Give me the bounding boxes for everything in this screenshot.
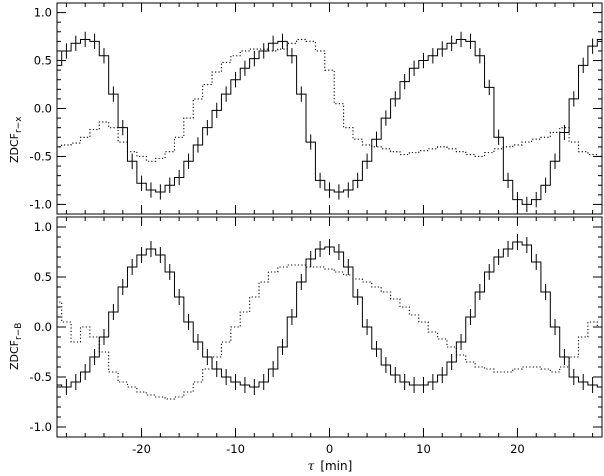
panel-bottom-y-axis-label: ZDCFr−B [8,323,24,370]
x-tick-label: -20 [132,442,151,456]
series-clip [57,31,602,213]
y-tick-label: -1.0 [30,420,52,434]
panel-top-series [57,31,602,213]
x-tick-label: 10 [416,442,431,456]
y-tick-label: 1.0 [34,6,52,20]
solid-step-line [57,241,602,388]
panel-bottom: 1.0 0.5 0.0 -0.5 -1.0 -20 -10 0 10 20 ZDCFr−B τ[… [8,216,603,473]
y-tick-label: -0.5 [30,370,52,384]
series-clip [57,234,602,400]
panel-bottom-x-tick-labels: -20 -10 0 10 20 [132,442,525,456]
y-tick-label: -1.0 [30,197,52,211]
panel-top-y-tick-labels: 1.0 0.5 0.0 -0.5 -1.0 [30,6,52,212]
y-tick-label: 0.5 [34,270,52,284]
x-tick-label: -10 [226,442,245,456]
dotted-step-line [57,264,602,400]
y-tick-label: -0.5 [30,149,52,163]
panel-bottom-series [57,234,602,400]
panel-top: 1.0 0.5 0.0 -0.5 -1.0 ZDCFr−x [8,2,603,215]
y-tick-label: 0.0 [34,102,52,116]
dotted-step-line [57,38,602,162]
y-tick-label: 0.0 [34,320,52,334]
y-tick-label: 1.0 [34,220,52,234]
x-tick-label: 0 [326,442,333,456]
panel-top-y-axis-label: ZDCFr−x [8,116,24,163]
panel-top-ticks [57,3,602,214]
solid-step-line [57,38,602,205]
panel-bottom-ticks [57,217,602,437]
x-tick-label: 20 [510,442,525,456]
y-tick-label: 0.5 [34,54,52,68]
panel-bottom-y-tick-labels: 1.0 0.5 0.0 -0.5 -1.0 [30,220,52,434]
x-axis-label: τ [min] [308,459,353,473]
